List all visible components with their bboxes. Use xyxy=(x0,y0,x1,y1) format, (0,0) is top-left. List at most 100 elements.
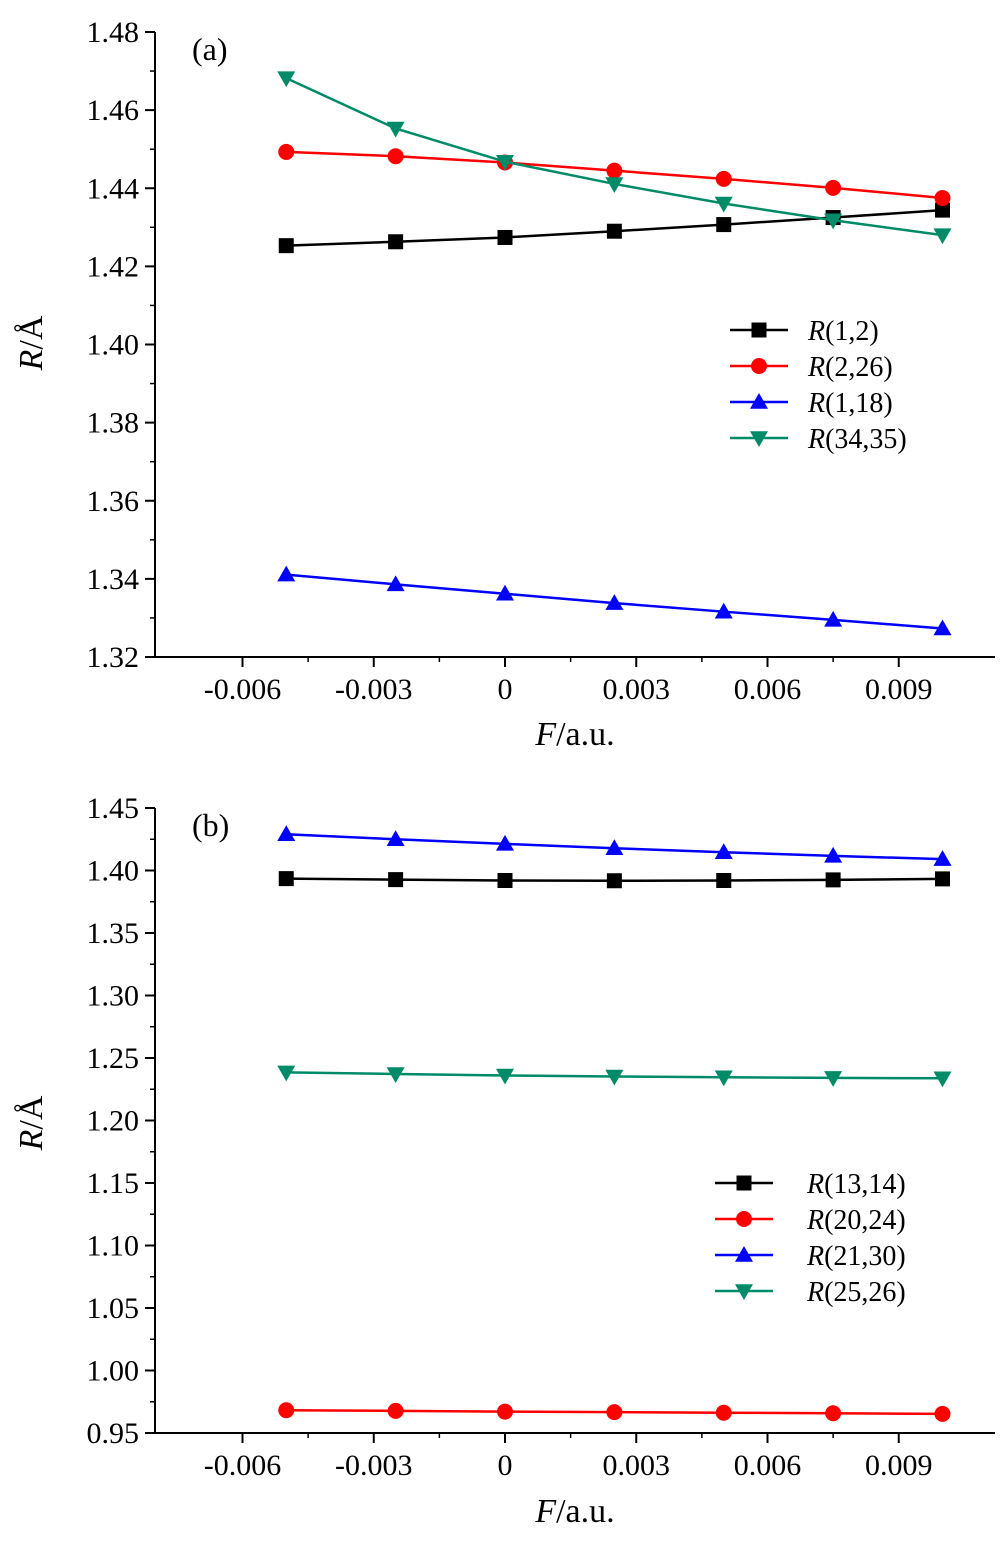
y-tick-label: 1.32 xyxy=(87,641,140,674)
x-tick-label: -0.003 xyxy=(335,1449,413,1482)
data-point xyxy=(716,873,732,888)
y-tick-label: 1.34 xyxy=(87,563,140,596)
data-point xyxy=(605,177,624,193)
data-point xyxy=(606,162,623,179)
y-tick-label: 1.00 xyxy=(87,1355,140,1388)
data-point xyxy=(716,217,732,233)
legend-label: R(1,18) xyxy=(807,388,893,419)
data-point xyxy=(496,1068,514,1085)
x-tick-label: 0.009 xyxy=(865,1449,933,1482)
data-point xyxy=(606,873,622,889)
data-point xyxy=(824,846,843,863)
legend-marker xyxy=(751,358,767,374)
data-point xyxy=(277,71,296,88)
y-tick-label: 1.10 xyxy=(87,1230,140,1263)
chart-panel-a: 1.32 1.34 1.36 1.38 1.40 1.42 1.44 1.46 1.48 -0.0… xyxy=(13,16,995,753)
x-tick-label: 0 xyxy=(498,673,513,706)
data-point xyxy=(497,229,513,245)
data-point xyxy=(715,170,732,187)
data-point xyxy=(933,850,952,866)
x-tick-label: -0.006 xyxy=(204,1449,282,1482)
y-tick-label: 1.25 xyxy=(87,1042,140,1075)
data-point xyxy=(277,1065,296,1082)
data-point xyxy=(934,190,951,207)
data-point xyxy=(606,1404,623,1421)
x-tick-label: 0.003 xyxy=(603,673,671,706)
data-point xyxy=(824,610,843,627)
y-axis-title: R/Å xyxy=(13,315,50,371)
y-tick-label: 1.40 xyxy=(87,329,140,362)
data-point xyxy=(388,234,404,250)
y-tick-label: 1.36 xyxy=(87,485,140,518)
data-point xyxy=(277,565,296,582)
data-point xyxy=(824,213,843,230)
data-point xyxy=(935,871,950,887)
x-tick-label: 0.006 xyxy=(734,673,802,706)
x-tick-label: -0.003 xyxy=(335,673,413,706)
legend-marker xyxy=(736,1175,752,1191)
chart-panel-b: 0.95 1.00 1.05 1.10 1.15 1.20 1.25 1.30 1.35 1.40… xyxy=(13,792,995,1530)
y-tick-label: 1.45 xyxy=(87,792,140,825)
legend-marker xyxy=(735,1284,753,1300)
data-point xyxy=(824,1071,843,1087)
data-point xyxy=(825,872,841,888)
data-point xyxy=(605,839,624,855)
data-point xyxy=(715,1404,732,1421)
data-point xyxy=(606,223,622,239)
x-tick-label: 0.003 xyxy=(603,1449,671,1482)
data-point xyxy=(933,228,952,245)
x-tick-label: -0.006 xyxy=(204,673,282,706)
data-point xyxy=(496,154,514,171)
y-tick-label: 1.35 xyxy=(87,917,140,950)
legend-label: R(1,2) xyxy=(807,316,879,347)
x-tick-label: 0.006 xyxy=(734,1449,802,1482)
y-tick-label: 1.48 xyxy=(87,16,140,49)
x-tick-label: 0 xyxy=(498,1449,513,1482)
data-point xyxy=(278,1402,295,1419)
data-point xyxy=(714,602,733,619)
data-point xyxy=(387,1402,404,1419)
legend-marker xyxy=(750,431,768,447)
data-point xyxy=(278,143,295,160)
panel-label: (b) xyxy=(192,807,229,843)
data-point xyxy=(496,834,514,851)
data-point xyxy=(497,1403,513,1420)
data-point xyxy=(386,830,405,846)
legend-label: R(2,26) xyxy=(807,352,893,383)
data-point xyxy=(714,1070,733,1087)
data-point xyxy=(935,202,950,218)
data-point xyxy=(386,121,405,138)
y-tick-label: 1.15 xyxy=(87,1167,140,1200)
y-tick-label: 1.20 xyxy=(87,1105,140,1138)
data-point xyxy=(496,584,514,601)
legend-label: R(13,14) xyxy=(806,1169,906,1200)
data-point xyxy=(933,1071,952,1088)
y-axis-title: R/Å xyxy=(13,1095,50,1151)
legend: R(1,2) R(2,26) R(1,18) R(34,35) xyxy=(730,316,907,455)
data-point xyxy=(605,594,624,610)
y-tick-label: 1.42 xyxy=(87,250,140,283)
legend-label: R(21,30) xyxy=(806,1241,906,1272)
legend-label: R(25,26) xyxy=(806,1277,906,1308)
data-point xyxy=(278,238,294,254)
x-axis-title: F/a.u. xyxy=(534,716,614,753)
legend-marker xyxy=(736,1211,752,1227)
y-tick-label: 0.95 xyxy=(87,1417,140,1450)
data-point xyxy=(934,1405,951,1422)
data-point xyxy=(497,873,513,888)
data-point xyxy=(388,872,404,888)
y-tick-label: 1.05 xyxy=(87,1292,140,1325)
legend-marker xyxy=(735,1246,753,1262)
data-point xyxy=(278,871,294,887)
data-point xyxy=(825,1405,842,1422)
y-tick-label: 1.40 xyxy=(87,855,140,888)
legend: R(13,14) R(20,24) R(21,30) R(25,26) xyxy=(715,1169,906,1308)
y-tick-label: 1.38 xyxy=(87,407,140,440)
y-tick-label: 1.30 xyxy=(87,980,140,1013)
data-point xyxy=(933,619,952,636)
x-axis-title: F/a.u. xyxy=(534,1493,614,1530)
legend-label: R(34,35) xyxy=(807,424,907,455)
data-point xyxy=(605,1069,624,1086)
data-point xyxy=(386,575,405,592)
